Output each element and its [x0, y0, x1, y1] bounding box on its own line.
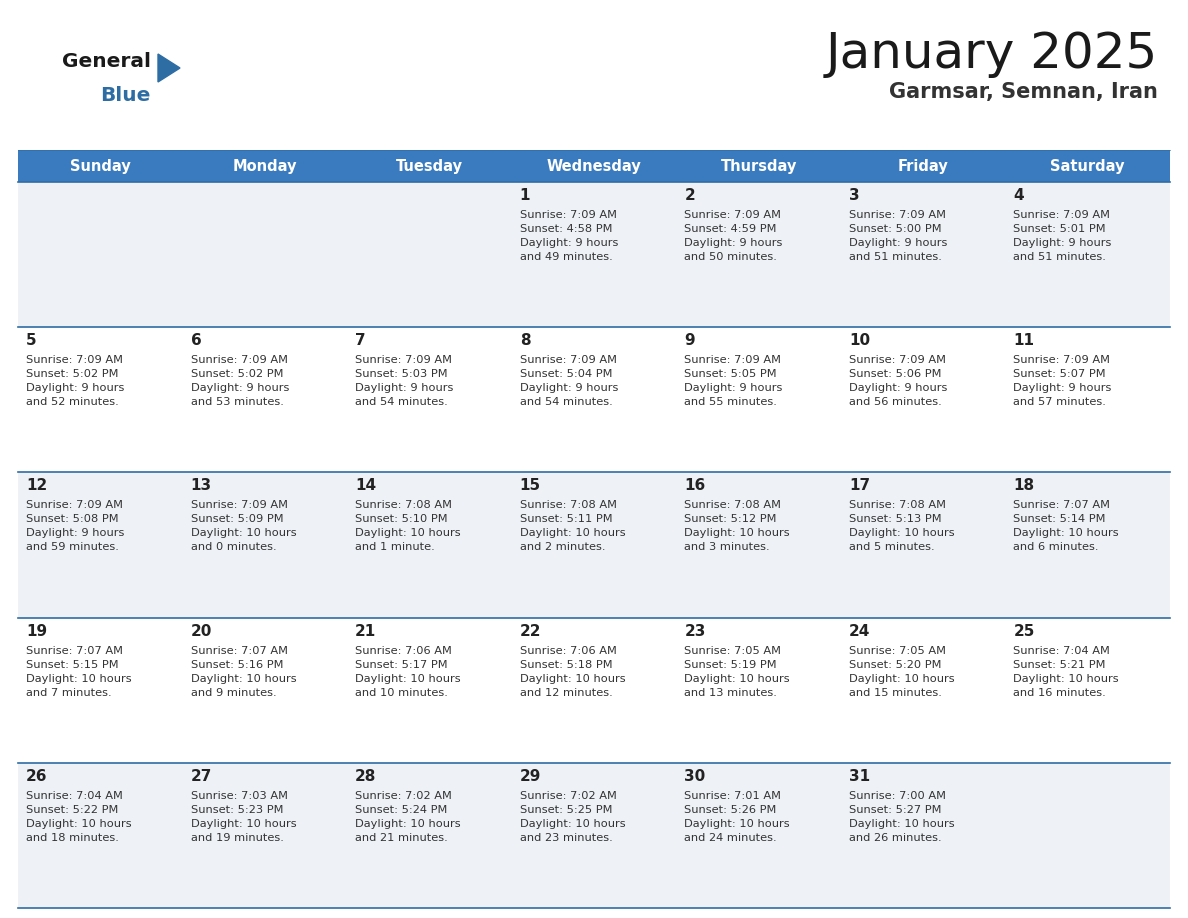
- Text: Sunrise: 7:04 AM
Sunset: 5:22 PM
Daylight: 10 hours
and 18 minutes.: Sunrise: 7:04 AM Sunset: 5:22 PM Dayligh…: [26, 790, 132, 843]
- Bar: [18, 618, 1170, 763]
- Text: Blue: Blue: [100, 86, 151, 105]
- Bar: [18, 182, 1170, 327]
- Text: Sunrise: 7:09 AM
Sunset: 5:01 PM
Daylight: 9 hours
and 51 minutes.: Sunrise: 7:09 AM Sunset: 5:01 PM Dayligh…: [1013, 210, 1112, 262]
- Text: Sunrise: 7:09 AM
Sunset: 5:07 PM
Daylight: 9 hours
and 57 minutes.: Sunrise: 7:09 AM Sunset: 5:07 PM Dayligh…: [1013, 355, 1112, 408]
- Text: 2: 2: [684, 188, 695, 203]
- Text: 14: 14: [355, 478, 377, 493]
- Bar: [18, 473, 1170, 618]
- Text: 26: 26: [26, 768, 48, 784]
- Text: Sunrise: 7:09 AM
Sunset: 5:05 PM
Daylight: 9 hours
and 55 minutes.: Sunrise: 7:09 AM Sunset: 5:05 PM Dayligh…: [684, 355, 783, 408]
- Text: 29: 29: [519, 768, 541, 784]
- Text: Sunrise: 7:07 AM
Sunset: 5:15 PM
Daylight: 10 hours
and 7 minutes.: Sunrise: 7:07 AM Sunset: 5:15 PM Dayligh…: [26, 645, 132, 698]
- Text: Friday: Friday: [898, 159, 948, 174]
- Text: 9: 9: [684, 333, 695, 348]
- Text: 30: 30: [684, 768, 706, 784]
- Text: 16: 16: [684, 478, 706, 493]
- Text: Sunrise: 7:08 AM
Sunset: 5:11 PM
Daylight: 10 hours
and 2 minutes.: Sunrise: 7:08 AM Sunset: 5:11 PM Dayligh…: [519, 500, 625, 553]
- Text: Sunrise: 7:09 AM
Sunset: 5:02 PM
Daylight: 9 hours
and 52 minutes.: Sunrise: 7:09 AM Sunset: 5:02 PM Dayligh…: [26, 355, 125, 408]
- Text: Sunrise: 7:09 AM
Sunset: 5:09 PM
Daylight: 10 hours
and 0 minutes.: Sunrise: 7:09 AM Sunset: 5:09 PM Dayligh…: [190, 500, 296, 553]
- Text: Sunrise: 7:09 AM
Sunset: 5:04 PM
Daylight: 9 hours
and 54 minutes.: Sunrise: 7:09 AM Sunset: 5:04 PM Dayligh…: [519, 355, 618, 408]
- Text: 23: 23: [684, 623, 706, 639]
- Text: 5: 5: [26, 333, 37, 348]
- Text: Garmsar, Semnan, Iran: Garmsar, Semnan, Iran: [889, 82, 1158, 102]
- Text: Sunrise: 7:09 AM
Sunset: 5:08 PM
Daylight: 9 hours
and 59 minutes.: Sunrise: 7:09 AM Sunset: 5:08 PM Dayligh…: [26, 500, 125, 553]
- Text: Sunrise: 7:08 AM
Sunset: 5:10 PM
Daylight: 10 hours
and 1 minute.: Sunrise: 7:08 AM Sunset: 5:10 PM Dayligh…: [355, 500, 461, 553]
- Text: 31: 31: [849, 768, 870, 784]
- Text: Sunrise: 7:08 AM
Sunset: 5:13 PM
Daylight: 10 hours
and 5 minutes.: Sunrise: 7:08 AM Sunset: 5:13 PM Dayligh…: [849, 500, 954, 553]
- Text: 11: 11: [1013, 333, 1035, 348]
- Bar: [18, 763, 1170, 908]
- Text: 1: 1: [519, 188, 530, 203]
- Text: 25: 25: [1013, 623, 1035, 639]
- Text: Sunrise: 7:09 AM
Sunset: 5:00 PM
Daylight: 9 hours
and 51 minutes.: Sunrise: 7:09 AM Sunset: 5:00 PM Dayligh…: [849, 210, 947, 262]
- Text: Saturday: Saturday: [1050, 159, 1125, 174]
- Text: Sunrise: 7:02 AM
Sunset: 5:25 PM
Daylight: 10 hours
and 23 minutes.: Sunrise: 7:02 AM Sunset: 5:25 PM Dayligh…: [519, 790, 625, 843]
- Text: Sunrise: 7:07 AM
Sunset: 5:16 PM
Daylight: 10 hours
and 9 minutes.: Sunrise: 7:07 AM Sunset: 5:16 PM Dayligh…: [190, 645, 296, 698]
- Text: Thursday: Thursday: [720, 159, 797, 174]
- Text: Monday: Monday: [233, 159, 297, 174]
- Text: Sunrise: 7:02 AM
Sunset: 5:24 PM
Daylight: 10 hours
and 21 minutes.: Sunrise: 7:02 AM Sunset: 5:24 PM Dayligh…: [355, 790, 461, 843]
- Text: 3: 3: [849, 188, 859, 203]
- Text: Sunrise: 7:09 AM
Sunset: 5:06 PM
Daylight: 9 hours
and 56 minutes.: Sunrise: 7:09 AM Sunset: 5:06 PM Dayligh…: [849, 355, 947, 408]
- Text: 15: 15: [519, 478, 541, 493]
- Text: 22: 22: [519, 623, 542, 639]
- Text: Sunrise: 7:06 AM
Sunset: 5:17 PM
Daylight: 10 hours
and 10 minutes.: Sunrise: 7:06 AM Sunset: 5:17 PM Dayligh…: [355, 645, 461, 698]
- Text: 13: 13: [190, 478, 211, 493]
- Text: 4: 4: [1013, 188, 1024, 203]
- Text: Tuesday: Tuesday: [396, 159, 463, 174]
- Polygon shape: [158, 54, 181, 82]
- Text: 17: 17: [849, 478, 870, 493]
- Text: 12: 12: [26, 478, 48, 493]
- Bar: [18, 150, 1170, 182]
- Text: Sunrise: 7:00 AM
Sunset: 5:27 PM
Daylight: 10 hours
and 26 minutes.: Sunrise: 7:00 AM Sunset: 5:27 PM Dayligh…: [849, 790, 954, 843]
- Text: Sunrise: 7:09 AM
Sunset: 4:58 PM
Daylight: 9 hours
and 49 minutes.: Sunrise: 7:09 AM Sunset: 4:58 PM Dayligh…: [519, 210, 618, 262]
- Text: 27: 27: [190, 768, 211, 784]
- Text: 18: 18: [1013, 478, 1035, 493]
- Text: Sunrise: 7:05 AM
Sunset: 5:20 PM
Daylight: 10 hours
and 15 minutes.: Sunrise: 7:05 AM Sunset: 5:20 PM Dayligh…: [849, 645, 954, 698]
- Text: 21: 21: [355, 623, 377, 639]
- Text: Sunrise: 7:09 AM
Sunset: 5:02 PM
Daylight: 9 hours
and 53 minutes.: Sunrise: 7:09 AM Sunset: 5:02 PM Dayligh…: [190, 355, 289, 408]
- Text: Sunrise: 7:03 AM
Sunset: 5:23 PM
Daylight: 10 hours
and 19 minutes.: Sunrise: 7:03 AM Sunset: 5:23 PM Dayligh…: [190, 790, 296, 843]
- Text: Sunrise: 7:07 AM
Sunset: 5:14 PM
Daylight: 10 hours
and 6 minutes.: Sunrise: 7:07 AM Sunset: 5:14 PM Dayligh…: [1013, 500, 1119, 553]
- Text: 10: 10: [849, 333, 870, 348]
- Text: Sunrise: 7:09 AM
Sunset: 5:03 PM
Daylight: 9 hours
and 54 minutes.: Sunrise: 7:09 AM Sunset: 5:03 PM Dayligh…: [355, 355, 454, 408]
- Text: Sunrise: 7:08 AM
Sunset: 5:12 PM
Daylight: 10 hours
and 3 minutes.: Sunrise: 7:08 AM Sunset: 5:12 PM Dayligh…: [684, 500, 790, 553]
- Text: 6: 6: [190, 333, 201, 348]
- Text: General: General: [62, 52, 151, 71]
- Text: 7: 7: [355, 333, 366, 348]
- Text: Sunrise: 7:06 AM
Sunset: 5:18 PM
Daylight: 10 hours
and 12 minutes.: Sunrise: 7:06 AM Sunset: 5:18 PM Dayligh…: [519, 645, 625, 698]
- Text: 20: 20: [190, 623, 211, 639]
- Text: Sunrise: 7:05 AM
Sunset: 5:19 PM
Daylight: 10 hours
and 13 minutes.: Sunrise: 7:05 AM Sunset: 5:19 PM Dayligh…: [684, 645, 790, 698]
- Text: Wednesday: Wednesday: [546, 159, 642, 174]
- Text: Sunrise: 7:09 AM
Sunset: 4:59 PM
Daylight: 9 hours
and 50 minutes.: Sunrise: 7:09 AM Sunset: 4:59 PM Dayligh…: [684, 210, 783, 262]
- Text: Sunrise: 7:01 AM
Sunset: 5:26 PM
Daylight: 10 hours
and 24 minutes.: Sunrise: 7:01 AM Sunset: 5:26 PM Dayligh…: [684, 790, 790, 843]
- Bar: [18, 327, 1170, 473]
- Text: 24: 24: [849, 623, 871, 639]
- Text: January 2025: January 2025: [826, 30, 1158, 78]
- Text: 8: 8: [519, 333, 530, 348]
- Text: Sunday: Sunday: [70, 159, 131, 174]
- Text: 19: 19: [26, 623, 48, 639]
- Text: Sunrise: 7:04 AM
Sunset: 5:21 PM
Daylight: 10 hours
and 16 minutes.: Sunrise: 7:04 AM Sunset: 5:21 PM Dayligh…: [1013, 645, 1119, 698]
- Text: 28: 28: [355, 768, 377, 784]
